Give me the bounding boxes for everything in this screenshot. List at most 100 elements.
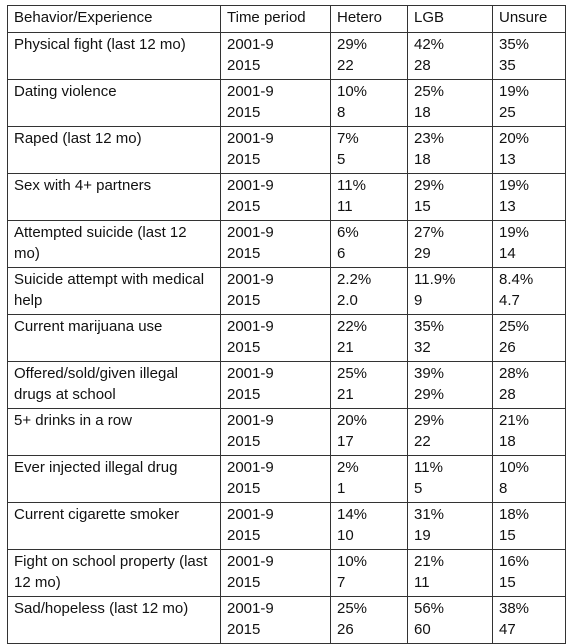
cell-line: 2015 [227, 527, 261, 544]
cell-line: 39% [414, 365, 445, 382]
cell-line: 5 [414, 480, 423, 497]
value-cell: 11% 11 [330, 173, 408, 221]
value-cell: 21% 11 [407, 549, 493, 597]
value-cell: 2001-9 2015 [220, 32, 331, 80]
cell-line: 2001-9 [227, 506, 274, 523]
value-cell: 2001-9 2015 [220, 126, 331, 174]
cell-line: 10% [499, 459, 530, 476]
value-cell: 39% 29% [407, 361, 493, 409]
behavior-cell: Sad/hopeless (last 12 mo) [7, 596, 221, 644]
cell-line: 25% [414, 83, 445, 100]
value-cell: 25% 21 [330, 361, 408, 409]
value-cell: 19% 25 [492, 79, 566, 127]
cell-line: 4.7 [499, 292, 520, 309]
value-cell: 35% 32 [407, 314, 493, 362]
table-row: Dating violence 2001-9 2015 10% 8 25% 18 19% 25 [7, 79, 566, 127]
cell-line: 20% [337, 412, 368, 429]
behavior-cell: Sex with 4+ partners [7, 173, 221, 221]
cell-line: 2% [337, 459, 359, 476]
cell-line: 60 [414, 621, 431, 638]
cell-line: 25 [499, 104, 516, 121]
value-cell: 25% 26 [492, 314, 566, 362]
cell-line: 32 [414, 339, 431, 356]
cell-line: 56% [414, 600, 445, 617]
value-cell: 16% 15 [492, 549, 566, 597]
value-cell: 2001-9 2015 [220, 267, 331, 315]
cell-line: 8.4% [499, 271, 534, 288]
value-cell: 21% 18 [492, 408, 566, 456]
cell-line: 18% [499, 506, 530, 523]
value-cell: 19% 14 [492, 220, 566, 268]
cell-line: 5 [337, 151, 346, 168]
cell-line: 27% [414, 224, 445, 241]
value-cell: 14% 10 [330, 502, 408, 550]
table-row: Sex with 4+ partners 2001-9 2015 11% 11 29% 15… [7, 173, 566, 221]
cell-line: 11% [337, 177, 366, 194]
cell-line: 19% [499, 83, 530, 100]
header-cell: Time period [220, 5, 331, 33]
header-cell: Unsure [492, 5, 566, 33]
cell-line: 2001-9 [227, 365, 274, 382]
cell-line: 2001-9 [227, 36, 274, 53]
cell-line: 8 [337, 104, 346, 121]
value-cell: 23% 18 [407, 126, 493, 174]
value-cell: 29% 15 [407, 173, 493, 221]
value-cell: 2% 1 [330, 455, 408, 503]
value-cell: 10% 8 [330, 79, 408, 127]
behavior-cell: Attempted suicide (last 12 mo) [7, 220, 221, 268]
value-cell: 25% 26 [330, 596, 408, 644]
cell-line: 2001-9 [227, 318, 274, 335]
cell-line: 42% [414, 36, 445, 53]
cell-line: 1 [337, 480, 346, 497]
behavior-cell: Suicide attempt with medical help [7, 267, 221, 315]
value-cell: 8.4% 4.7 [492, 267, 566, 315]
behavior-cell: Fight on school property (last 12 mo) [7, 549, 221, 597]
cell-line: 2015 [227, 574, 261, 591]
cell-line: 25% [337, 365, 368, 382]
value-cell: 27% 29 [407, 220, 493, 268]
value-cell: 18% 15 [492, 502, 566, 550]
value-cell: 2001-9 2015 [220, 361, 331, 409]
behavior-cell: Offered/sold/given illegal drugs at scho… [7, 361, 221, 409]
cell-line: 28% [499, 365, 530, 382]
header-cell: Behavior/Experience [7, 5, 221, 33]
header-row: Behavior/Experience Time period Hetero L… [7, 5, 566, 33]
table-row: Physical fight (last 12 mo) 2001-9 2015 29%… [7, 32, 566, 80]
cell-line: 29% [414, 386, 445, 403]
cell-line: 26 [499, 339, 516, 356]
value-cell: 2001-9 2015 [220, 596, 331, 644]
value-cell: 11.9% 9 [407, 267, 493, 315]
table-row: Offered/sold/given illegal drugs at scho… [7, 361, 566, 409]
cell-line: 2015 [227, 339, 261, 356]
cell-line: 11 [414, 574, 430, 591]
cell-line: 2015 [227, 386, 261, 403]
cell-line: 35% [414, 318, 445, 335]
cell-line: 18 [414, 151, 431, 168]
cell-line: 47 [499, 621, 516, 638]
cell-line: 8 [499, 480, 508, 497]
cell-line: 25% [337, 600, 368, 617]
cell-line: 28 [499, 386, 516, 403]
value-cell: 2001-9 2015 [220, 455, 331, 503]
cell-line: 2015 [227, 198, 261, 215]
behavior-cell: Ever injected illegal drug [7, 455, 221, 503]
cell-line: 11% [414, 459, 443, 476]
cell-line: 2001-9 [227, 177, 274, 194]
cell-line: 35 [499, 57, 516, 74]
cell-line: 2015 [227, 433, 261, 450]
cell-line: 26 [337, 621, 354, 638]
cell-line: 20% [499, 130, 530, 147]
value-cell: 10% 8 [492, 455, 566, 503]
value-cell: 42% 28 [407, 32, 493, 80]
cell-line: 2001-9 [227, 224, 274, 241]
cell-line: 2015 [227, 245, 261, 262]
cell-line: 2015 [227, 104, 261, 121]
cell-line: 19% [499, 177, 530, 194]
value-cell: 38% 47 [492, 596, 566, 644]
table-row: Suicide attempt with medical help 2001-9 2… [7, 267, 566, 315]
table-row: Ever injected illegal drug 2001-9 2015 2% 1 1… [7, 455, 566, 503]
cell-line: 21 [337, 386, 354, 403]
cell-line: 21% [414, 553, 445, 570]
table-row: Fight on school property (last 12 mo) 200… [7, 549, 566, 597]
